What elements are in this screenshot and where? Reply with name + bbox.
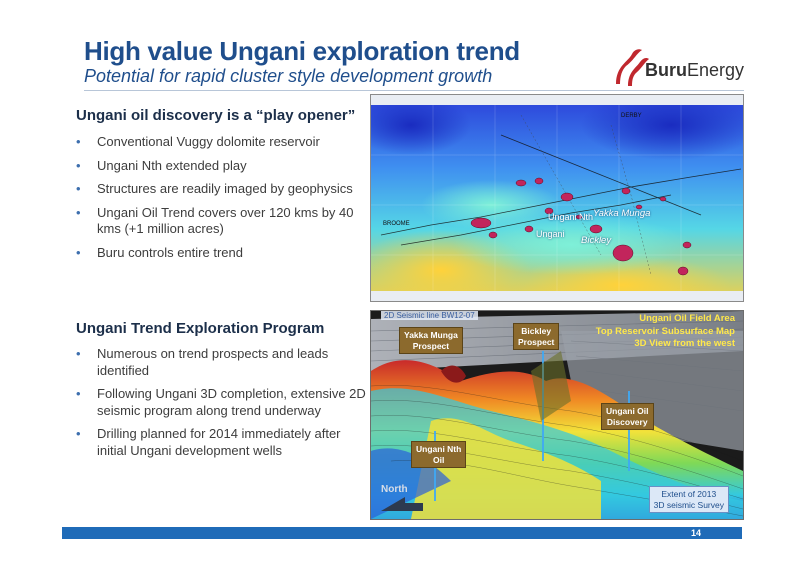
view3d-title-line: 3D View from the west: [634, 338, 735, 349]
bullet-item: Drilling planned for 2014 immediately af…: [76, 426, 368, 459]
tag-yakka-munga-prospect: Yakka Munga Prospect: [399, 327, 463, 354]
bullet-item: Structures are readily imaged by geophys…: [76, 181, 368, 198]
survey-note-line: Extent of 2013: [661, 489, 717, 499]
subsurface-3d-view-image: 2D Seismic line BW12-07 Ungani Oil Field…: [370, 310, 744, 520]
view3d-title: Ungani Oil Field Area Top Reservoir Subs…: [596, 313, 735, 351]
map-label-ungani-nth: Ungani Nth: [548, 212, 594, 222]
bullet-item: Conventional Vuggy dolomite reservoir: [76, 134, 368, 151]
section-heading-play-opener: Ungani oil discovery is a “play opener”: [76, 107, 356, 124]
north-label: North: [381, 484, 408, 495]
tag-line: Ungani Nth: [416, 444, 462, 454]
bullet-item: Numerous on trend prospects and leads id…: [76, 346, 368, 379]
tag-line: Prospect: [412, 340, 450, 351]
tag-line: Ungani Oil: [606, 406, 649, 416]
buru-energy-logo-icon: [616, 49, 649, 86]
map-label-yakka-munga: Yakka Munga: [593, 208, 651, 219]
section-heading-exploration-program: Ungani Trend Exploration Program: [76, 320, 325, 337]
bullet-list-play-opener: Conventional Vuggy dolomite reservoir Un…: [76, 134, 368, 268]
tag-ungani-nth-oil: Ungani Nth Oil: [411, 441, 467, 468]
page-number: 14: [690, 528, 701, 538]
tag-line: Yakka Munga: [404, 330, 458, 340]
tag-line: Bickley: [521, 326, 552, 336]
tag-line: Prospect: [518, 336, 555, 347]
gravity-map-graphic: [371, 95, 743, 301]
gravity-map-image: Ungani Nth Yakka Munga Ungani Bickley BR…: [370, 94, 744, 302]
north-arrow-icon: [381, 497, 423, 511]
survey-extent-note: Extent of 2013 3D seismic Survey: [648, 486, 729, 513]
map-label-derby: DERBY: [621, 113, 642, 119]
logo-text: BuruEnergy: [645, 60, 744, 81]
tag-ungani-oil-discovery: Ungani Oil Discovery: [601, 403, 654, 430]
header-divider: [84, 90, 744, 91]
bullet-item: Ungani Oil Trend covers over 120 kms by …: [76, 205, 368, 238]
bullet-item: Ungani Nth extended play: [76, 158, 368, 175]
bullet-list-exploration-program: Numerous on trend prospects and leads id…: [76, 346, 368, 466]
tag-line: Oil: [432, 454, 445, 465]
slide-subtitle: Potential for rapid cluster style develo…: [84, 66, 493, 86]
logo-text-bold: Buru: [645, 60, 687, 80]
map-label-ungani: Ungani: [536, 229, 565, 239]
view3d-title-line: Top Reservoir Subsurface Map: [595, 325, 735, 337]
footer-bar: [62, 527, 742, 539]
slide-title: High value Ungani exploration trend: [84, 36, 520, 66]
bullet-item: Buru controls entire trend: [76, 245, 368, 262]
map-label-broome: BROOME: [383, 221, 410, 227]
map-label-bickley: Bickley: [581, 235, 612, 246]
tag-bickley-prospect: Bickley Prospect: [513, 323, 560, 350]
tag-line: Discovery: [606, 416, 648, 427]
bullet-item: Following Ungani 3D completion, extensiv…: [76, 386, 368, 419]
survey-note-line: 3D seismic Survey: [653, 499, 724, 510]
logo-text-rest: Energy: [687, 60, 745, 80]
seismic-line-label: 2D Seismic line BW12-07: [381, 311, 478, 320]
view3d-title-line: Ungani Oil Field Area: [639, 313, 735, 324]
